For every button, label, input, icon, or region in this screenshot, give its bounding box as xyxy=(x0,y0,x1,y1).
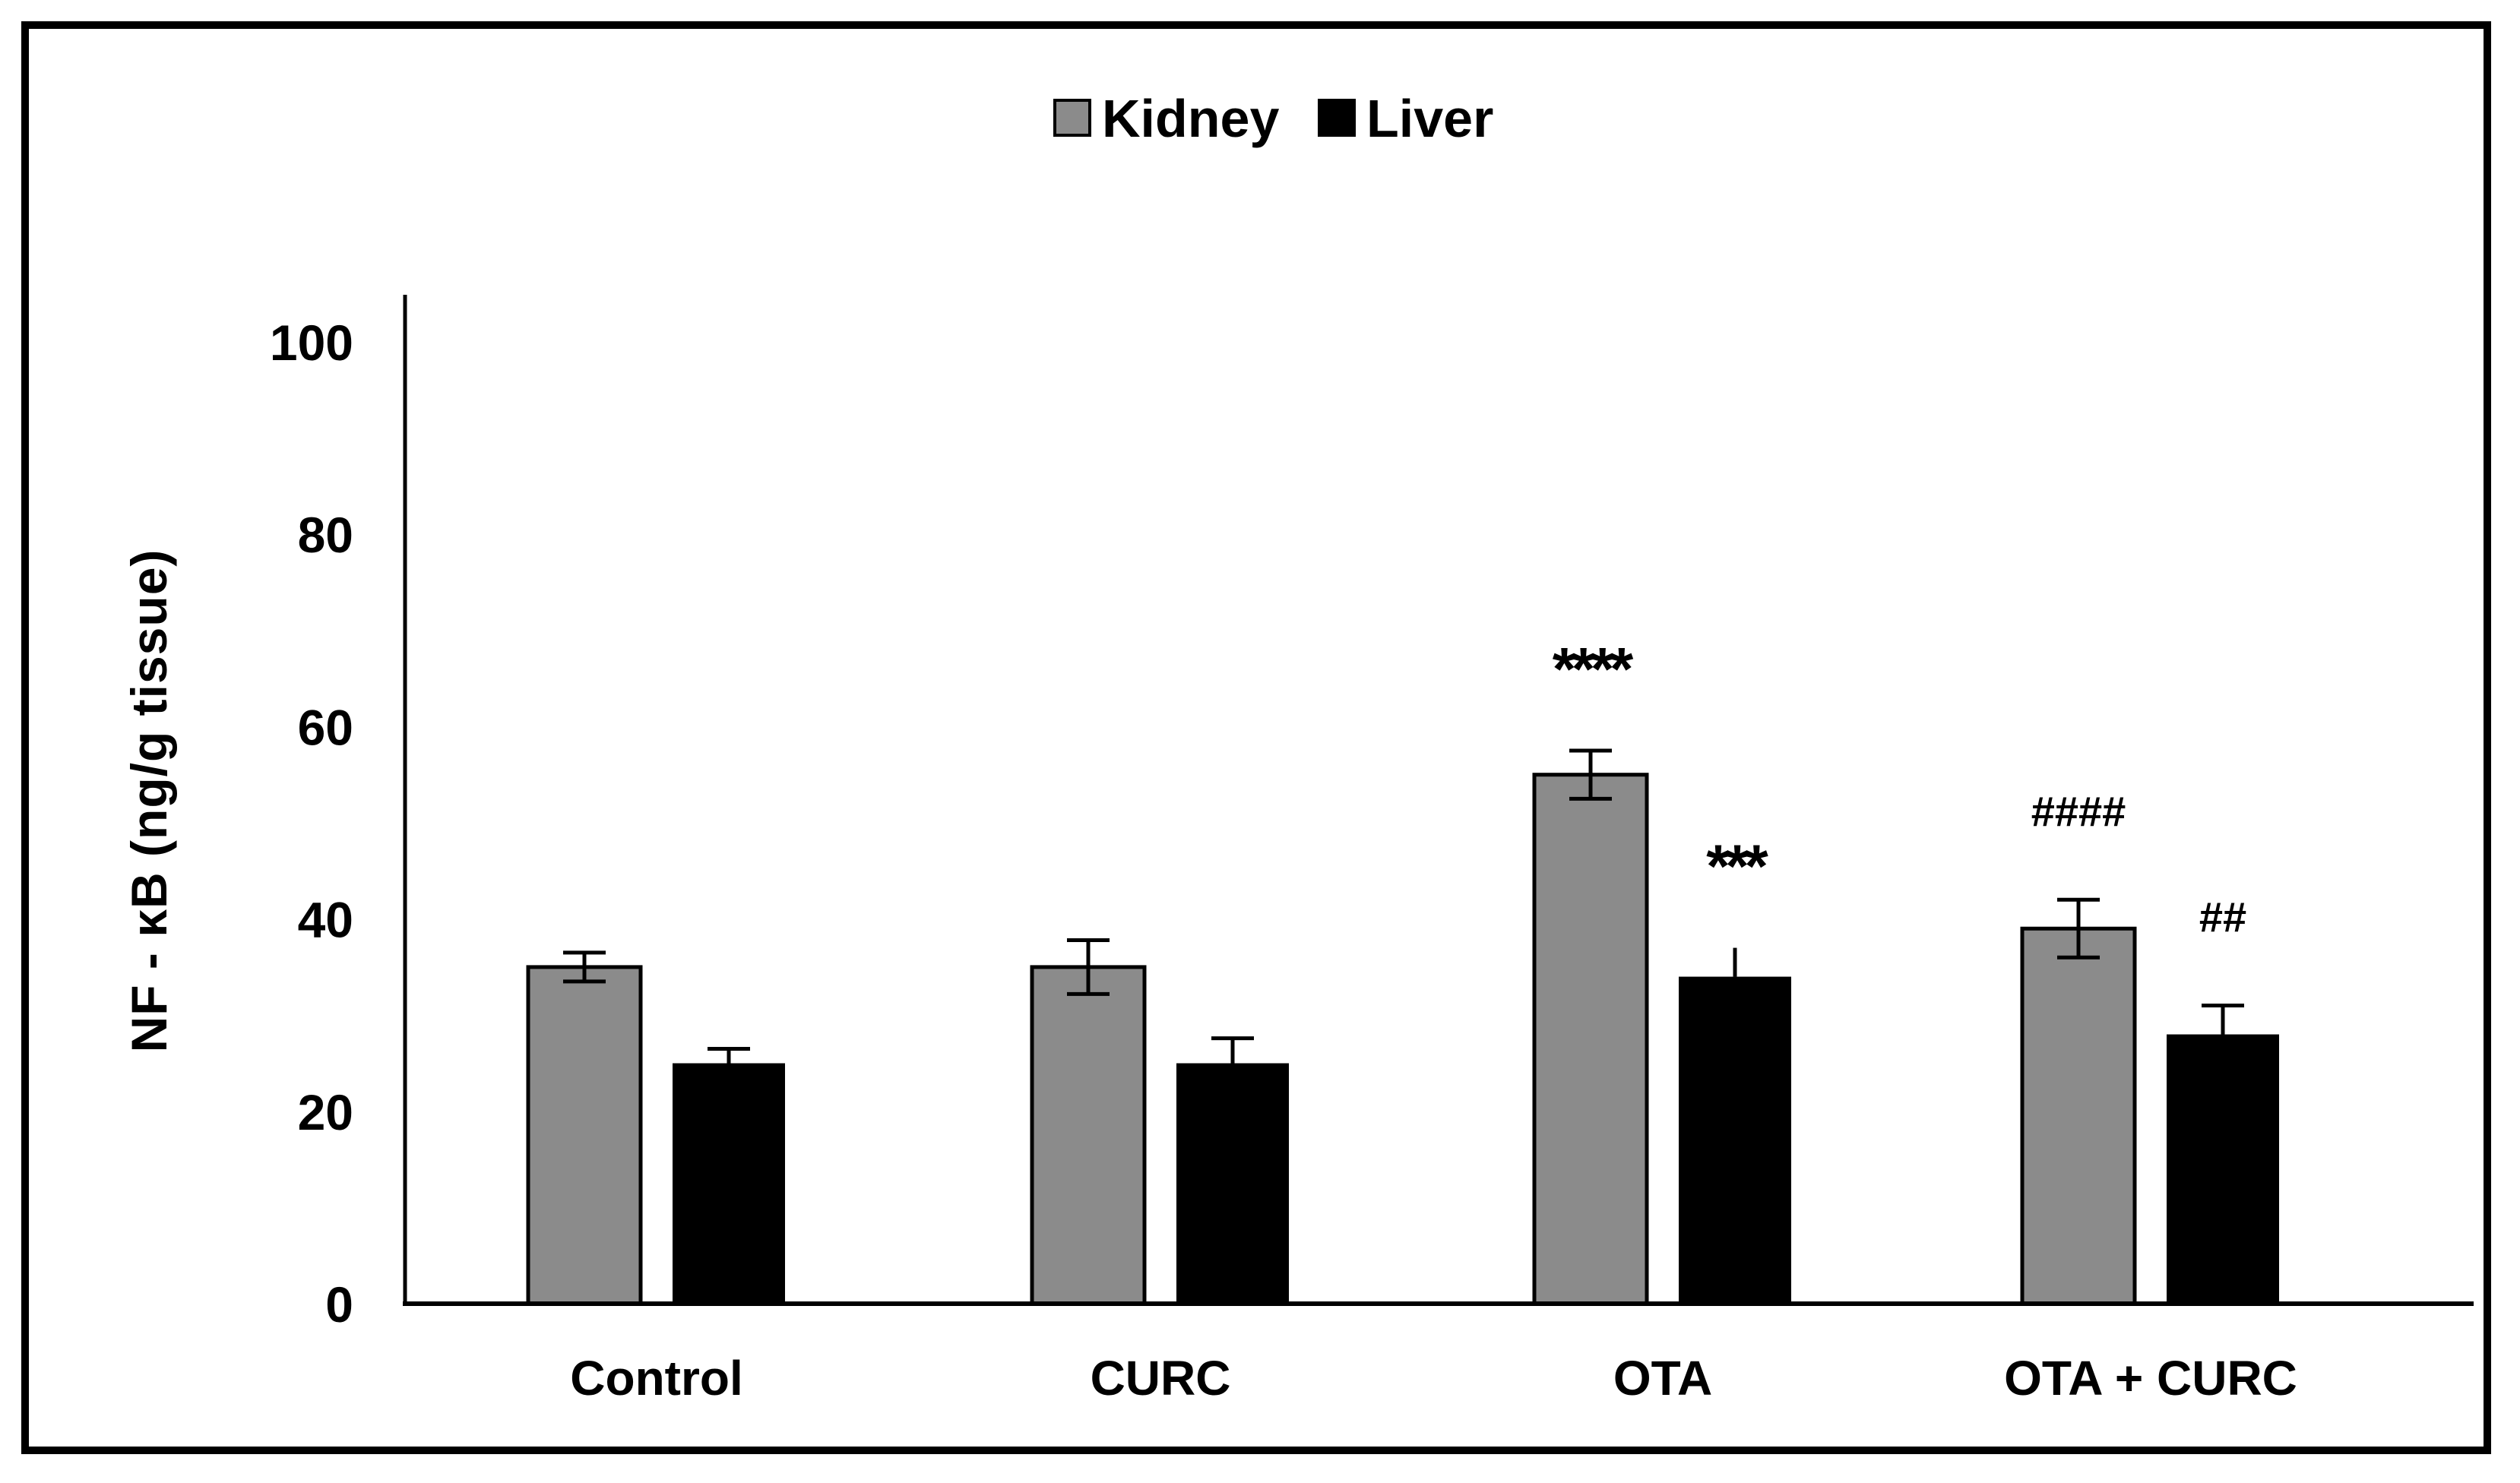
bar-kidney-control xyxy=(526,965,643,1306)
significance-annotation-liver-ota: *** xyxy=(1706,833,1768,900)
legend-label-kidney: Kidney xyxy=(1102,89,1279,148)
error-bar-liver-curc xyxy=(1211,1036,1254,1064)
y-tick-label-40: 40 xyxy=(298,892,353,948)
x-category-label-curc: CURC xyxy=(1091,1351,1231,1406)
legend-swatch-kidney-icon xyxy=(1053,99,1091,137)
bar-kidney-ota-curc xyxy=(2020,926,2137,1306)
legend-swatch-liver-icon xyxy=(1318,99,1356,137)
error-bar-liver-ota-curc xyxy=(2202,1004,2244,1035)
error-bar-kidney-curc xyxy=(1067,938,1110,996)
bar-liver-curc xyxy=(1176,1063,1289,1304)
error-bar-kidney-ota xyxy=(1569,748,1612,801)
significance-annotation-liver-ota-curc: ## xyxy=(2199,893,2246,941)
figure-border xyxy=(21,21,2491,1454)
y-axis-title: NF - κB (ng/g tissue) xyxy=(121,549,177,1053)
significance-annotation-kidney-ota-curc: #### xyxy=(2031,787,2126,835)
y-tick-label-60: 60 xyxy=(298,699,353,755)
x-category-label-ota-curc: OTA + CURC xyxy=(2004,1351,2297,1406)
x-category-label-control: Control xyxy=(570,1351,743,1406)
bar-kidney-ota xyxy=(1532,773,1649,1306)
significance-annotation-kidney-ota: **** xyxy=(1553,635,1634,703)
bar-kidney-curc xyxy=(1030,965,1147,1306)
error-bar-kidney-ota-curc xyxy=(2057,897,2100,960)
y-tick-label-20: 20 xyxy=(298,1084,353,1140)
x-category-label-ota: OTA xyxy=(1613,1351,1712,1406)
legend-label-liver: Liver xyxy=(1366,89,1493,148)
bar-liver-ota xyxy=(1679,976,1791,1304)
y-tick-label-80: 80 xyxy=(298,507,353,563)
y-tick-label-0: 0 xyxy=(325,1276,353,1333)
bar-liver-control xyxy=(673,1063,785,1304)
error-bar-liver-control xyxy=(708,1047,750,1064)
y-tick-label-100: 100 xyxy=(270,315,353,371)
bar-liver-ota-curc xyxy=(2167,1034,2279,1304)
error-bar-kidney-control xyxy=(563,950,606,984)
